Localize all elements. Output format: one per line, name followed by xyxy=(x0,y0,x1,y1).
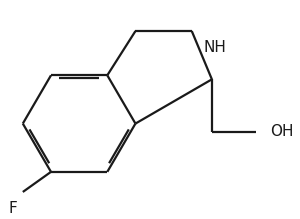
Text: OH: OH xyxy=(270,124,294,139)
Text: NH: NH xyxy=(204,40,227,55)
Text: F: F xyxy=(8,201,17,215)
